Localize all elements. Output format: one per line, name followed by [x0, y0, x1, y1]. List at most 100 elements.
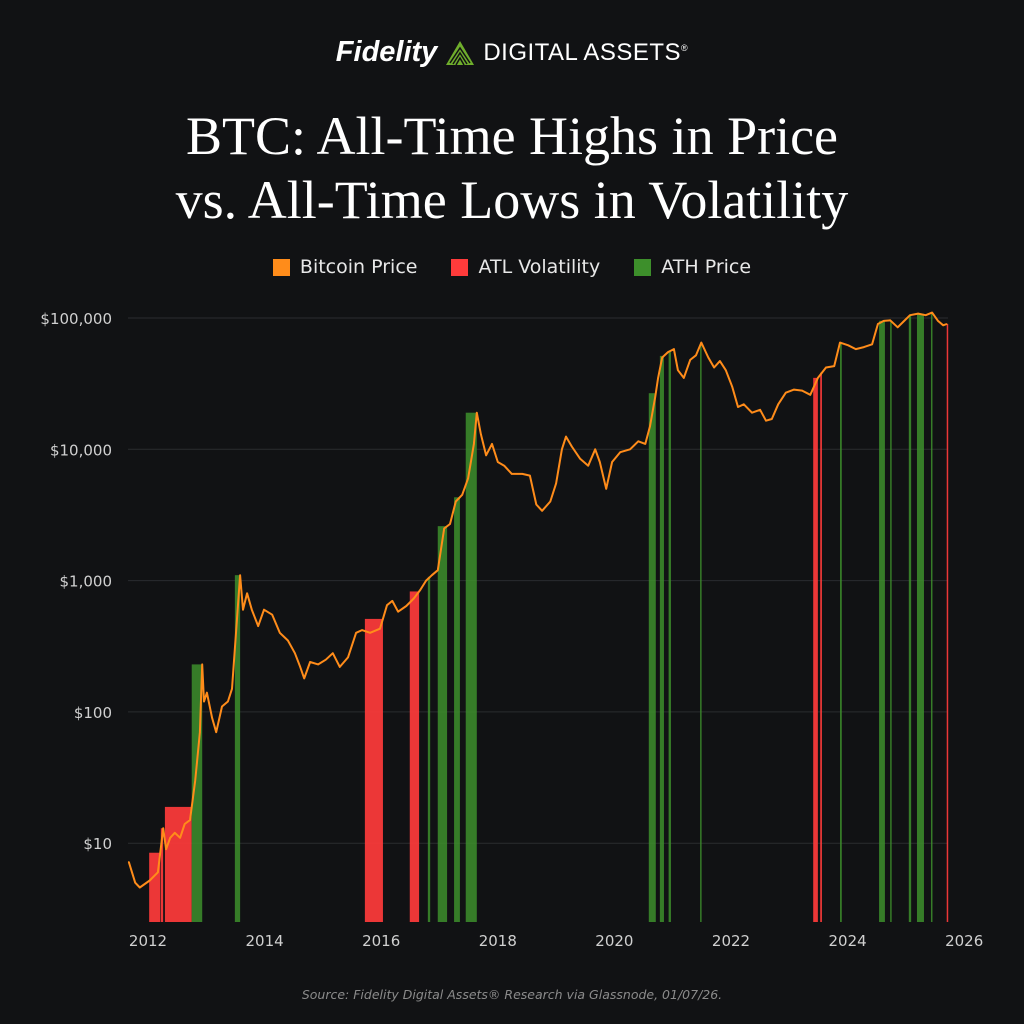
- price-point: [777, 403, 780, 406]
- price-point: [379, 627, 381, 630]
- price-point: [303, 677, 306, 680]
- price-point: [309, 661, 311, 663]
- price-point: [510, 473, 513, 475]
- price-point: [785, 391, 787, 394]
- price-point: [743, 403, 745, 406]
- price-point: [397, 610, 399, 613]
- price-point: [361, 629, 363, 631]
- price-point: [909, 314, 911, 317]
- price-point: [294, 652, 296, 654]
- price-point: [201, 663, 204, 666]
- legend-label: Bitcoin Price: [299, 256, 418, 278]
- ath-price-band: [465, 412, 477, 922]
- price-point: [649, 425, 651, 427]
- x-tick-label: 2024: [829, 932, 867, 950]
- price-point: [579, 457, 581, 460]
- x-tick-label: 2016: [362, 932, 400, 950]
- price-point: [644, 443, 647, 445]
- price-point: [183, 823, 186, 825]
- price-point: [443, 527, 445, 530]
- atl-volatility-band: [946, 324, 949, 923]
- price-point: [221, 705, 223, 708]
- price-point: [809, 394, 812, 396]
- price-point: [877, 323, 879, 325]
- price-point: [431, 574, 433, 576]
- legend-swatch-red: [451, 258, 469, 276]
- price-point: [889, 319, 891, 322]
- price-point: [405, 605, 408, 607]
- price-point: [945, 323, 948, 325]
- price-point: [386, 604, 388, 606]
- price-point: [347, 656, 349, 659]
- price-point: [801, 389, 803, 392]
- price-point: [369, 632, 371, 634]
- price-point: [467, 477, 469, 480]
- price-point: [246, 592, 248, 595]
- price-point: [480, 433, 482, 436]
- price-point: [194, 779, 197, 782]
- price-point: [751, 411, 753, 414]
- x-tick-label: 2018: [479, 932, 517, 950]
- price-point: [555, 482, 557, 485]
- price-point: [903, 320, 905, 322]
- price-point: [231, 687, 233, 690]
- price-point: [332, 652, 334, 654]
- price-point: [599, 461, 601, 463]
- atl-volatility-band: [364, 618, 383, 922]
- price-point: [521, 473, 524, 475]
- price-point: [476, 411, 478, 414]
- chart-title: BTC: All-Time Highs in Price vs. All-Tim…: [0, 104, 1024, 232]
- price-point: [854, 348, 857, 350]
- price-point: [682, 377, 685, 379]
- x-tick-label: 2026: [945, 932, 983, 950]
- price-point: [571, 445, 573, 448]
- ath-price-band: [700, 342, 702, 923]
- price-point: [611, 461, 613, 463]
- price-point: [619, 451, 622, 454]
- price-point: [765, 419, 767, 422]
- price-point: [179, 836, 181, 839]
- price-point: [863, 346, 865, 348]
- price-point: [169, 836, 171, 839]
- price-point: [235, 632, 237, 634]
- price-point: [942, 324, 945, 327]
- price-point: [134, 881, 136, 884]
- price-point: [561, 448, 563, 451]
- price-point: [148, 879, 151, 882]
- legend-label: ATL Volatility: [478, 256, 601, 278]
- logo-registered: ®: [681, 42, 689, 53]
- price-point: [485, 454, 487, 457]
- ath-price-band: [437, 526, 448, 922]
- price-point: [271, 613, 273, 616]
- price-point: [162, 827, 164, 830]
- price-point: [731, 385, 733, 388]
- price-point: [317, 663, 320, 666]
- atl-volatility-band: [813, 377, 818, 922]
- price-point: [436, 569, 439, 572]
- price-point: [629, 448, 631, 451]
- price-point: [677, 369, 679, 372]
- price-point: [339, 666, 341, 668]
- ath-price-band: [454, 497, 460, 922]
- price-point: [673, 348, 675, 350]
- price-point: [203, 700, 205, 703]
- price-point: [325, 658, 327, 661]
- price-point: [847, 344, 849, 347]
- price-point: [657, 377, 659, 379]
- legend-item-ath-price: ATH Price: [634, 256, 751, 278]
- price-point: [896, 326, 899, 329]
- price-point: [529, 474, 531, 477]
- x-tick-label: 2012: [129, 932, 167, 950]
- atl-volatility-band: [820, 372, 822, 922]
- price-point: [278, 632, 281, 634]
- ath-price-band: [840, 342, 842, 923]
- y-tick-label: $10,000: [50, 441, 112, 459]
- price-point: [215, 731, 218, 734]
- price-point: [242, 608, 244, 611]
- price-point: [199, 731, 201, 734]
- y-tick-label: $10: [83, 835, 112, 853]
- price-point: [817, 377, 819, 379]
- x-tick-label: 2022: [712, 932, 750, 950]
- x-tick-label: 2020: [595, 932, 633, 950]
